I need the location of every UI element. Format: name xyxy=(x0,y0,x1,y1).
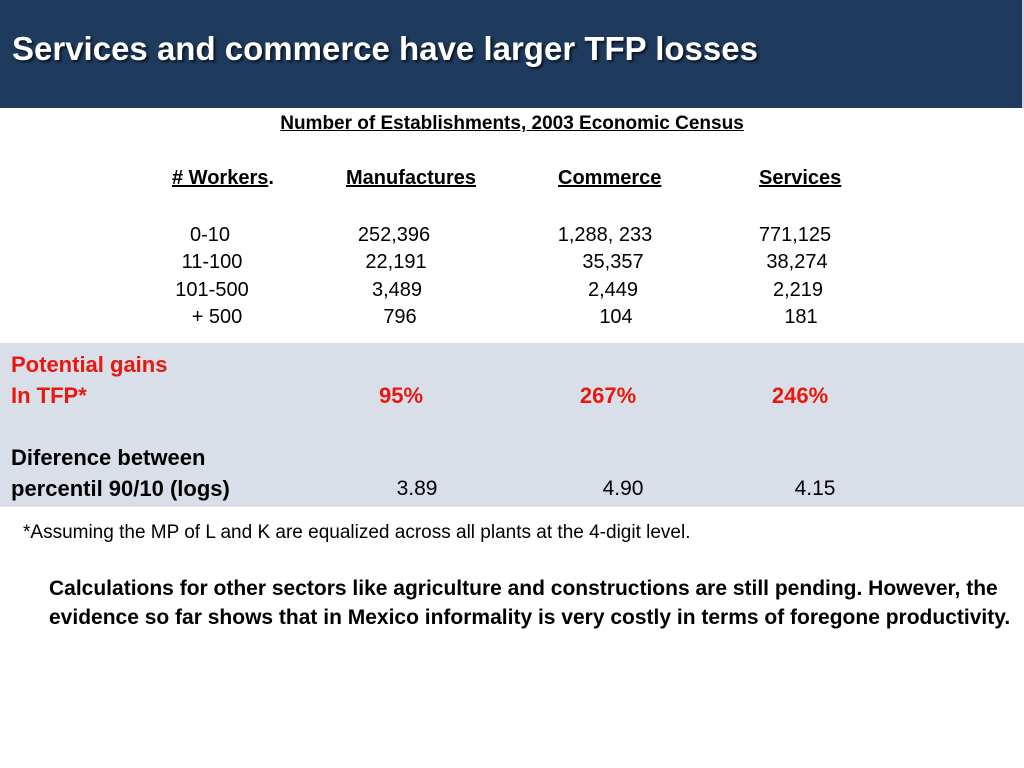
diff-manufactures: 3.89 xyxy=(396,477,438,500)
diff-label-line1: Diference between xyxy=(11,445,206,470)
cell-manufactures: 3,489 xyxy=(371,279,423,301)
gains-label-line1: Potential gains xyxy=(11,352,168,377)
cell-manufactures: 796 xyxy=(383,306,417,328)
cell-services: 2,219 xyxy=(772,279,824,301)
cell-services: 38,274 xyxy=(766,251,828,273)
slide-title: Services and commerce have larger TFP lo… xyxy=(12,30,758,67)
cell-commerce: 35,357 xyxy=(582,251,644,273)
header-workers-dot: . xyxy=(268,167,274,189)
title-bar: Services and commerce have larger TFP lo… xyxy=(0,0,1024,108)
cell-commerce: 104 xyxy=(599,306,633,328)
table-title: Number of Establishments, 2003 Economic … xyxy=(280,113,744,134)
cell-commerce: 1,288, 233 xyxy=(557,224,653,246)
gains-label-line2: In TFP* xyxy=(11,383,87,408)
gain-manufactures: 95% xyxy=(378,383,424,408)
header-services: Services xyxy=(759,167,842,189)
cell-commerce: 2,449 xyxy=(587,279,639,301)
results-band xyxy=(0,343,1024,507)
row-label: + 500 xyxy=(191,306,243,328)
cell-services: 181 xyxy=(784,306,818,328)
row-label: 101-500 xyxy=(175,279,249,301)
cell-manufactures: 22,191 xyxy=(365,251,427,273)
footnote: *Assuming the MP of L and K are equalize… xyxy=(23,522,691,543)
header-commerce: Commerce xyxy=(558,167,662,189)
diff-services: 4.15 xyxy=(794,477,836,500)
gain-services: 246% xyxy=(771,383,829,408)
row-label: 11-100 xyxy=(181,251,243,273)
diff-label-line2: percentil 90/10 (logs) xyxy=(11,476,230,501)
cell-services: 771,125 xyxy=(758,224,832,246)
header-workers: # Workers. xyxy=(172,167,274,190)
row-label: 0-10 xyxy=(189,224,231,246)
conclusion-paragraph: Calculations for other sectors like agri… xyxy=(49,577,1011,629)
diff-commerce: 4.90 xyxy=(602,477,644,500)
header-manufactures: Manufactures xyxy=(346,167,477,189)
cell-manufactures: 252,396 xyxy=(357,224,431,246)
header-workers-label: # Workers xyxy=(172,167,269,189)
gain-commerce: 267% xyxy=(579,383,637,408)
